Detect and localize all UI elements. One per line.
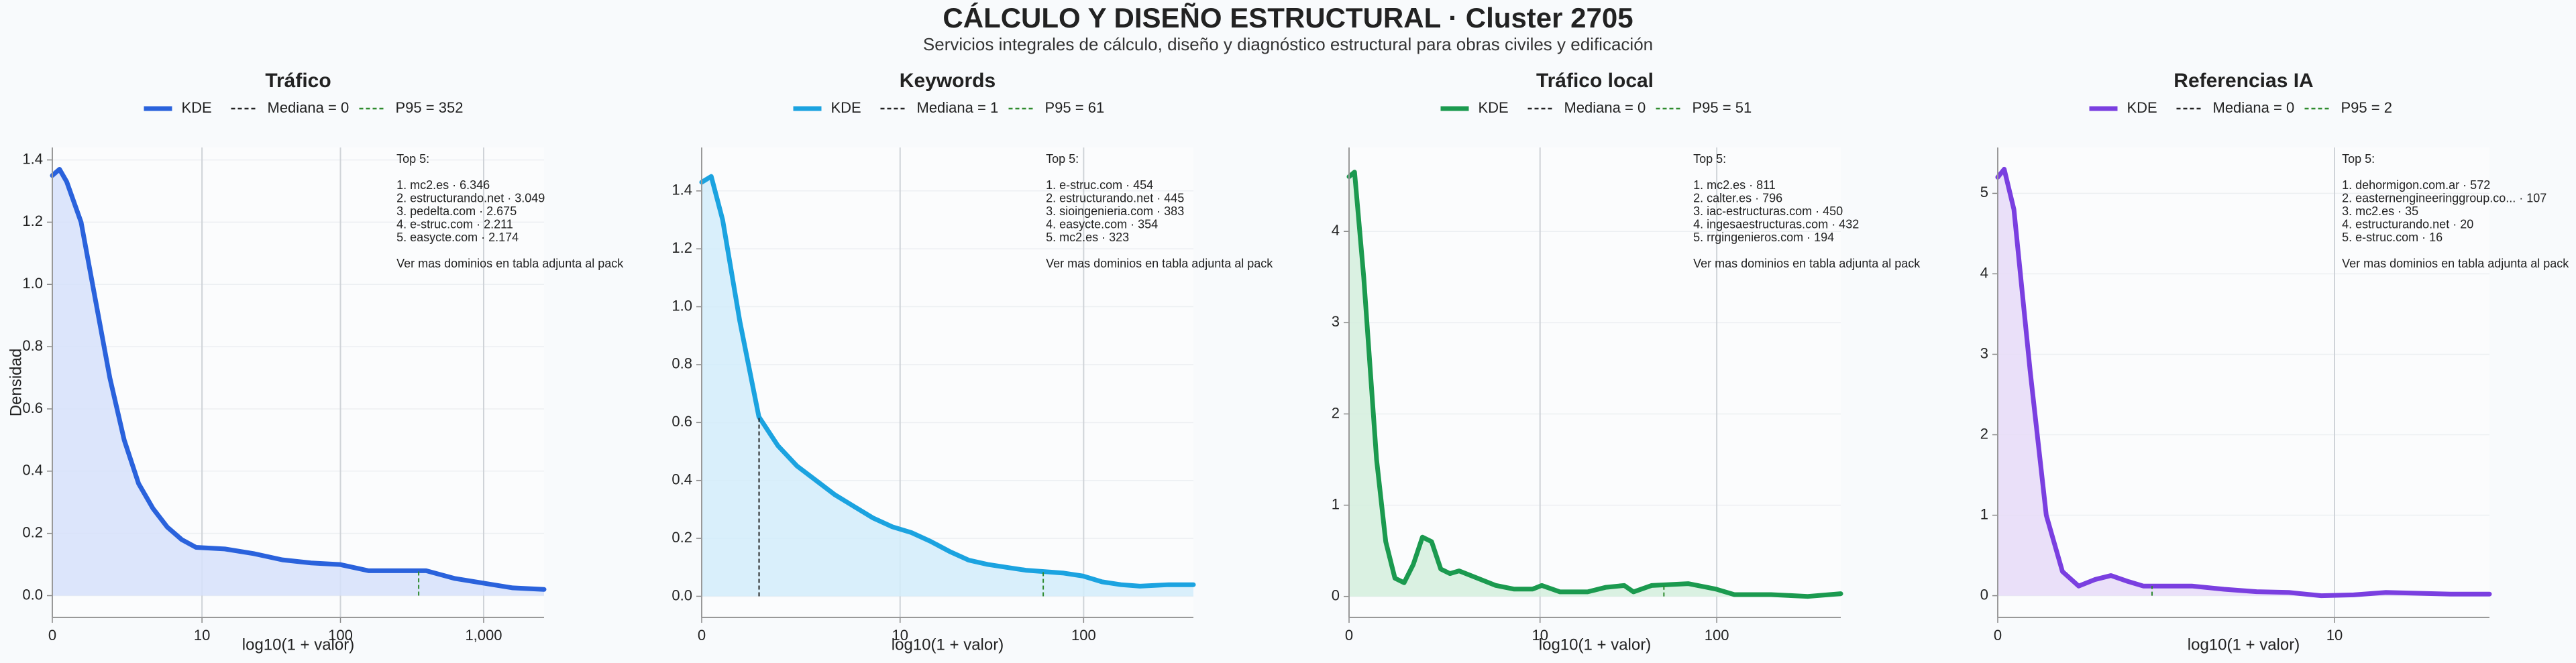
x-tick-label: 0 — [1994, 627, 2002, 644]
kde-area — [52, 169, 544, 596]
panel-title: Tráfico — [265, 70, 331, 92]
annotation-item: 2. estructurando.net · 445 — [1046, 191, 1184, 204]
x-tick-label: 10 — [1532, 627, 1548, 644]
annotation-item: 4. easycte.com · 354 — [1046, 217, 1158, 231]
x-tick-label: 100 — [1705, 627, 1729, 644]
y-tick-label: 1.4 — [22, 150, 43, 167]
y-tick-label: 0.2 — [672, 529, 692, 546]
legend-label: P95 = 61 — [1045, 99, 1105, 116]
kde-area — [1998, 169, 2489, 596]
y-tick-label: 4 — [1332, 222, 1340, 239]
legend-label: P95 = 2 — [2341, 99, 2392, 116]
legend-label: Mediana = 0 — [1564, 99, 1646, 116]
annotation-note: Ver mas dominios en tabla adjunta al pac… — [1693, 257, 1921, 270]
annotation-item: 1. e-struc.com · 454 — [1046, 178, 1153, 192]
annotation-item: 5. rrgingenieros.com · 194 — [1693, 231, 1834, 244]
y-tick-label: 0 — [1332, 587, 1340, 604]
annotation-item: 1. dehormigon.com.ar · 572 — [2342, 178, 2490, 192]
panel-title: Tráfico local — [1536, 70, 1654, 92]
x-tick-label: 100 — [1071, 627, 1096, 644]
legend-label: P95 = 51 — [1693, 99, 1752, 116]
figure-subtitle: Servicios integrales de cálculo, diseño … — [923, 34, 1653, 54]
x-tick-label: 0 — [48, 627, 56, 644]
figure-title: CÁLCULO Y DISEÑO ESTRUCTURAL · Cluster 2… — [943, 2, 1633, 34]
annotation-item: 3. mc2.es · 35 — [2342, 204, 2418, 218]
legend-label: Mediana = 0 — [2213, 99, 2295, 116]
annotation-note: Ver mas dominios en tabla adjunta al pac… — [1046, 257, 1273, 270]
annotation-item: 4. ingesaestructuras.com · 432 — [1693, 217, 1859, 231]
y-axis-label: Densidad — [7, 349, 25, 416]
annotation-item: 3. sioingenieria.com · 383 — [1046, 204, 1184, 218]
y-tick-label: 1 — [1332, 495, 1340, 512]
x-axis-label: log10(1 + valor) — [892, 636, 1004, 654]
panel-title: Keywords — [900, 70, 996, 92]
kde-area — [702, 176, 1193, 597]
legend-label: KDE — [1479, 99, 1509, 116]
y-tick-label: 0.4 — [22, 462, 43, 479]
x-tick-label: 10 — [892, 627, 908, 644]
legend-label: KDE — [2127, 99, 2157, 116]
legend-label: Mediana = 1 — [917, 99, 999, 116]
annotation-title: Top 5: — [1046, 152, 1079, 166]
annotation-title: Top 5: — [1693, 152, 1726, 166]
annotation-note: Ver mas dominios en tabla adjunta al pac… — [396, 257, 624, 270]
panel-title: Referencias IA — [2174, 70, 2313, 92]
annotation-item: 2. calter.es · 796 — [1693, 191, 1782, 204]
kde-line — [699, 174, 1196, 589]
y-tick-label: 3 — [1980, 345, 1988, 361]
x-axis-label: log10(1 + valor) — [242, 636, 354, 654]
annotation-item: 2. easternengineeringgroup.co... · 107 — [2342, 191, 2546, 204]
y-tick-label: 0.0 — [22, 586, 43, 603]
annotation-item: 5. mc2.es · 323 — [1046, 231, 1129, 244]
y-tick-label: 1.2 — [672, 239, 692, 256]
annotation-item: 1. mc2.es · 6.346 — [396, 178, 490, 192]
y-tick-label: 0 — [1980, 586, 1988, 603]
annotation-title: Top 5: — [396, 152, 429, 166]
legend-label: Mediana = 0 — [268, 99, 350, 116]
x-tick-label: 10 — [194, 627, 210, 644]
kde-line — [1346, 170, 1843, 599]
y-tick-label: 0.2 — [22, 524, 43, 540]
x-tick-label: 100 — [328, 627, 353, 644]
x-tick-label: 0 — [1345, 627, 1353, 644]
y-tick-label: 5 — [1980, 184, 1988, 200]
annotation-item: 5. e-struc.com · 16 — [2342, 231, 2443, 244]
y-tick-label: 1 — [1980, 505, 1988, 522]
legend-label: P95 = 352 — [396, 99, 464, 116]
legend-label: KDE — [182, 99, 212, 116]
y-tick-label: 0.8 — [22, 337, 43, 354]
y-tick-label: 2 — [1980, 425, 1988, 442]
annotation-item: 3. iac-estructuras.com · 450 — [1693, 204, 1843, 218]
y-tick-label: 0.4 — [672, 471, 692, 488]
y-tick-label: 2 — [1332, 404, 1340, 421]
y-tick-label: 0.6 — [22, 400, 43, 416]
x-axis-label: log10(1 + valor) — [2188, 636, 2300, 654]
y-tick-label: 1.2 — [22, 213, 43, 229]
annotation-item: 5. easycte.com · 2.174 — [396, 231, 519, 244]
y-tick-label: 4 — [1980, 264, 1988, 281]
kde-line — [50, 167, 547, 592]
x-tick-label: 1,000 — [465, 627, 502, 644]
annotation-title: Top 5: — [2342, 152, 2375, 166]
plot-area — [1998, 147, 2489, 617]
annotation-item: 1. mc2.es · 811 — [1693, 178, 1776, 192]
y-tick-label: 0.0 — [672, 587, 692, 603]
annotation-item: 4. e-struc.com · 2.211 — [396, 217, 513, 231]
annotation-item: 4. estructurando.net · 20 — [2342, 217, 2473, 231]
annotation-item: 3. pedelta.com · 2.675 — [396, 204, 517, 218]
y-tick-label: 1.0 — [22, 275, 43, 292]
x-axis-label: log10(1 + valor) — [1539, 636, 1651, 654]
legend-label: KDE — [831, 99, 861, 116]
y-tick-label: 1.4 — [672, 182, 692, 198]
x-tick-label: 0 — [698, 627, 706, 644]
y-tick-label: 1.0 — [672, 297, 692, 314]
y-tick-label: 0.6 — [672, 413, 692, 430]
annotation-item: 2. estructurando.net · 3.049 — [396, 191, 545, 204]
y-tick-label: 0.8 — [672, 355, 692, 372]
y-tick-label: 3 — [1332, 313, 1340, 330]
x-tick-label: 10 — [2326, 627, 2343, 644]
annotation-note: Ver mas dominios en tabla adjunta al pac… — [2342, 257, 2569, 270]
